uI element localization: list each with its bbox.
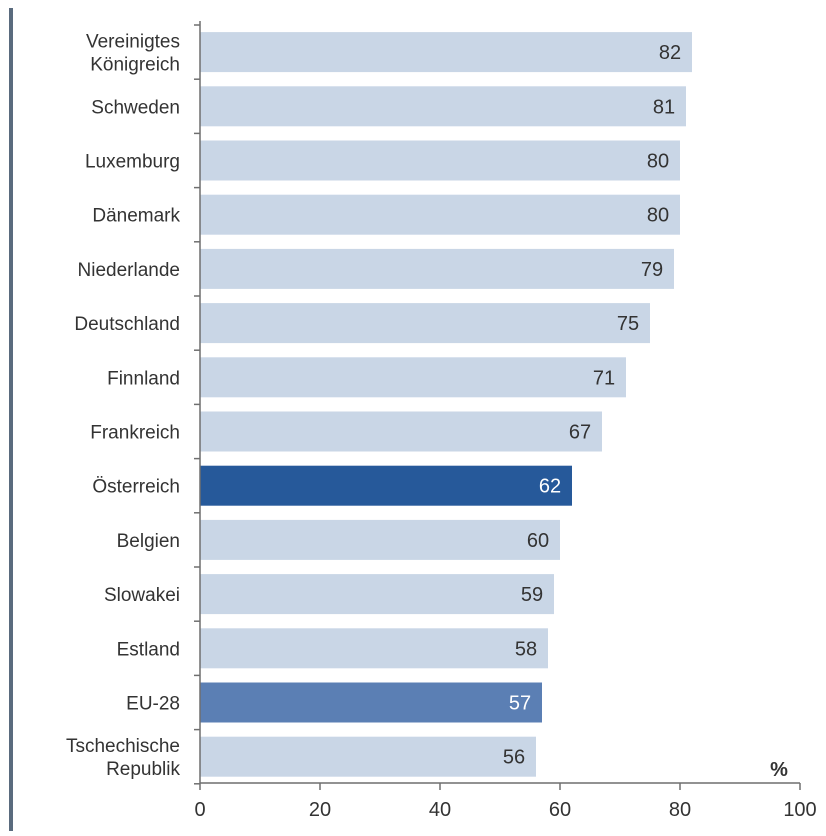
category-label: EU-28	[126, 694, 180, 715]
value-label: 56	[503, 747, 525, 769]
category-label-line: Königreich	[90, 55, 180, 76]
value-label: 62	[539, 476, 561, 498]
category-label-line: Estland	[117, 639, 180, 660]
bar	[200, 32, 692, 73]
bar	[200, 736, 536, 777]
x-tick-label: 40	[429, 799, 451, 821]
bar	[200, 465, 572, 506]
category-label-line: Finnland	[107, 368, 180, 389]
category-label-line: Slowakei	[104, 585, 180, 606]
value-label: 82	[659, 42, 681, 64]
value-label: 58	[515, 638, 537, 660]
value-label: 81	[653, 96, 675, 118]
value-labels: 82 81 80 80 79 75 71 67 62 60 59 58 57 56	[503, 42, 681, 769]
category-label-line: Dänemark	[92, 206, 180, 227]
category-label-line: Vereinigtes	[86, 32, 180, 53]
unit-label: %	[770, 759, 788, 781]
category-label: Slowakei	[104, 585, 180, 606]
category-label: Frankreich	[90, 423, 180, 444]
category-label-line: Frankreich	[90, 423, 180, 444]
category-label-line: Österreich	[92, 477, 180, 498]
left-accent-rule	[9, 8, 13, 831]
bar	[200, 303, 650, 344]
category-label: Estland	[117, 639, 180, 660]
category-label: Tschechische Republik	[66, 736, 181, 780]
value-label: 59	[521, 584, 543, 606]
value-label: 60	[527, 530, 549, 552]
category-label: Vereinigtes Königreich	[86, 32, 180, 76]
value-label: 80	[647, 151, 669, 173]
category-label-line: Republik	[106, 759, 180, 780]
axes	[194, 21, 801, 790]
category-label: Finnland	[107, 368, 180, 389]
category-label: Luxemburg	[85, 152, 180, 173]
bar	[200, 194, 680, 235]
bar	[200, 248, 674, 289]
category-label-line: Tschechische	[66, 736, 180, 757]
value-label: 75	[617, 313, 639, 335]
category-labels: Vereinigtes Königreich Schweden Luxemburg Dä…	[66, 32, 181, 781]
x-tick-labels: 0 20 40 60 80 100	[194, 799, 816, 821]
category-label-line: Niederlande	[78, 260, 180, 281]
x-tick-label: 20	[309, 799, 331, 821]
category-label: Niederlande	[78, 260, 180, 281]
category-label-line: Deutschland	[74, 314, 180, 335]
bar	[200, 574, 554, 615]
x-tick-label: 0	[194, 799, 205, 821]
value-label: 80	[647, 205, 669, 227]
value-label: 71	[593, 367, 615, 389]
category-label: Dänemark	[92, 206, 180, 227]
bar	[200, 628, 548, 669]
value-label: 79	[641, 259, 663, 281]
bar	[200, 357, 626, 398]
category-label: Belgien	[117, 531, 180, 552]
category-label: Schweden	[91, 97, 180, 118]
x-tick-label: 60	[549, 799, 571, 821]
category-label-line: Schweden	[91, 97, 180, 118]
bar	[200, 682, 542, 723]
value-label: 57	[509, 693, 531, 715]
bars	[200, 32, 692, 777]
category-label: Österreich	[92, 477, 180, 498]
category-label-line: Luxemburg	[85, 152, 180, 173]
x-tick-label: 80	[669, 799, 691, 821]
bar	[200, 140, 680, 181]
category-label-line: Belgien	[117, 531, 180, 552]
category-label-line: EU-28	[126, 694, 180, 715]
value-label: 67	[569, 422, 591, 444]
category-label: Deutschland	[74, 314, 180, 335]
x-tick-label: 100	[783, 799, 816, 821]
bar	[200, 519, 560, 560]
bar	[200, 86, 686, 127]
bar	[200, 411, 602, 452]
